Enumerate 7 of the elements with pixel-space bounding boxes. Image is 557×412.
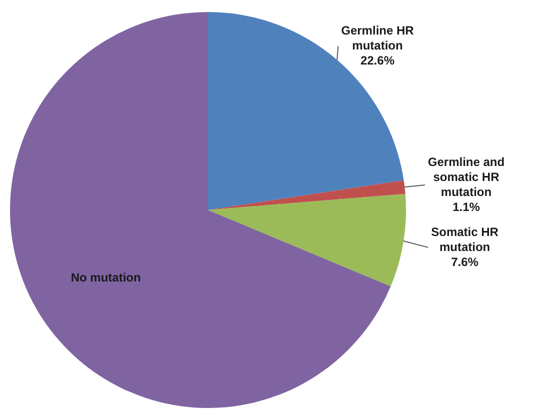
data-label: 22.6% bbox=[360, 54, 395, 68]
data-label: 1.1% bbox=[452, 200, 480, 214]
data-label: 7.6% bbox=[451, 254, 479, 269]
slice-label: No mutation bbox=[70, 270, 141, 284]
slice-label: Somatic HR mutation bbox=[431, 224, 499, 254]
slice-label: Germline HR mutation bbox=[341, 24, 414, 53]
slice-label: Germline and somatic HR mutation bbox=[428, 154, 505, 199]
